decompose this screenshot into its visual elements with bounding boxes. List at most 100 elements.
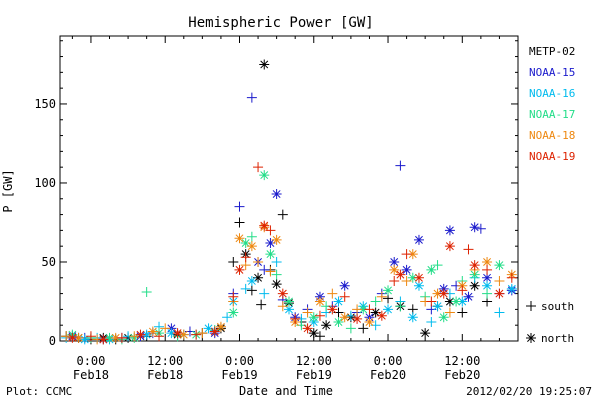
- north-point: [463, 291, 474, 302]
- legend-north-marker: [526, 333, 536, 343]
- south-point: [358, 323, 369, 334]
- y-tick-label: 0: [49, 334, 56, 348]
- north-point: [104, 332, 115, 343]
- north-point: [482, 272, 493, 283]
- north-point: [302, 323, 313, 334]
- north-point: [265, 249, 276, 260]
- south-point: [228, 291, 239, 302]
- north-point: [73, 332, 84, 343]
- south-point: [302, 307, 313, 318]
- north-point: [413, 234, 424, 245]
- chart-title: Hemispheric Power [GW]: [188, 15, 373, 31]
- north-point: [166, 328, 177, 339]
- south-point: [259, 264, 270, 275]
- south-point: [265, 266, 276, 277]
- north-point: [203, 323, 214, 334]
- south-point: [240, 252, 251, 263]
- north-point: [438, 288, 449, 299]
- north-point: [308, 312, 319, 323]
- south-point: [364, 304, 375, 315]
- north-point: [401, 264, 412, 275]
- north-point: [383, 304, 394, 315]
- north-point: [246, 275, 257, 286]
- north-point: [234, 264, 245, 275]
- south-point: [401, 249, 412, 260]
- y-tick-label: 100: [34, 176, 56, 190]
- legend: METP-02 NOAA-15 NOAA-16 NOAA-17 NOAA-18 NOAA-…: [526, 45, 575, 345]
- legend-entry: NOAA-19: [529, 150, 575, 163]
- legend-south-marker: [526, 301, 536, 311]
- north-point: [469, 222, 480, 233]
- north-point: [339, 280, 350, 291]
- south-point: [246, 285, 257, 296]
- south-point: [253, 162, 264, 173]
- south-point: [475, 223, 486, 234]
- north-point: [444, 225, 455, 236]
- x-tick-time-label: 12:00: [444, 354, 480, 368]
- north-point: [228, 307, 239, 318]
- south-point: [259, 288, 270, 299]
- north-point: [147, 326, 158, 337]
- south-point: [234, 201, 245, 212]
- south-point: [482, 288, 493, 299]
- y-tick-label: 50: [42, 255, 56, 269]
- south-point: [265, 225, 276, 236]
- north-point: [253, 272, 264, 283]
- north-point: [426, 264, 437, 275]
- south-point: [246, 92, 257, 103]
- south-point: [290, 313, 301, 324]
- north-point: [413, 272, 424, 283]
- south-point: [376, 291, 387, 302]
- south-point: [234, 217, 245, 228]
- north-point: [413, 280, 424, 291]
- south-point: [444, 307, 455, 318]
- north-point: [135, 329, 146, 340]
- south-point: [197, 328, 208, 339]
- x-tick-date-label: Feb19: [296, 368, 332, 382]
- south-point: [401, 275, 412, 286]
- footer-credit: Plot: CCMC: [6, 385, 72, 398]
- south-point: [228, 256, 239, 267]
- south-point: [494, 307, 505, 318]
- north-point: [141, 329, 152, 340]
- south-point: [246, 231, 257, 242]
- south-point: [426, 317, 437, 328]
- south-point: [85, 331, 96, 342]
- south-point: [352, 304, 363, 315]
- north-point: [482, 280, 493, 291]
- south-point: [271, 256, 282, 267]
- south-point: [506, 272, 517, 283]
- north-point: [407, 312, 418, 323]
- south-point: [463, 244, 474, 255]
- south-point: [277, 209, 288, 220]
- north-point: [259, 220, 270, 231]
- north-point: [389, 264, 400, 275]
- y-tick-label: 150: [34, 97, 56, 111]
- north-point: [494, 260, 505, 271]
- footer-timestamp: 2012/02/20 19:25:07: [466, 385, 592, 398]
- south-point: [457, 285, 468, 296]
- south-point: [370, 296, 381, 307]
- x-tick-date-label: Feb18: [147, 368, 183, 382]
- y-axis-label: P [GW]: [1, 169, 15, 212]
- north-point: [432, 301, 443, 312]
- south-point: [494, 275, 505, 286]
- south-point: [61, 331, 72, 342]
- north-point: [277, 288, 288, 299]
- north-point: [215, 321, 226, 332]
- x-tick-date-label: Feb20: [370, 368, 406, 382]
- south-point: [160, 323, 171, 334]
- x-tick-time-label: 12:00: [296, 354, 332, 368]
- north-point: [259, 170, 270, 181]
- north-point: [389, 256, 400, 267]
- south-point: [129, 331, 140, 342]
- south-point: [457, 307, 468, 318]
- north-point: [234, 233, 245, 244]
- south-point: [191, 329, 202, 340]
- data-points: [61, 59, 517, 345]
- south-point: [256, 299, 267, 310]
- south-point: [327, 288, 338, 299]
- legend-entry: NOAA-15: [529, 66, 575, 79]
- series-noaa-19: [67, 162, 517, 345]
- north-point: [284, 296, 294, 307]
